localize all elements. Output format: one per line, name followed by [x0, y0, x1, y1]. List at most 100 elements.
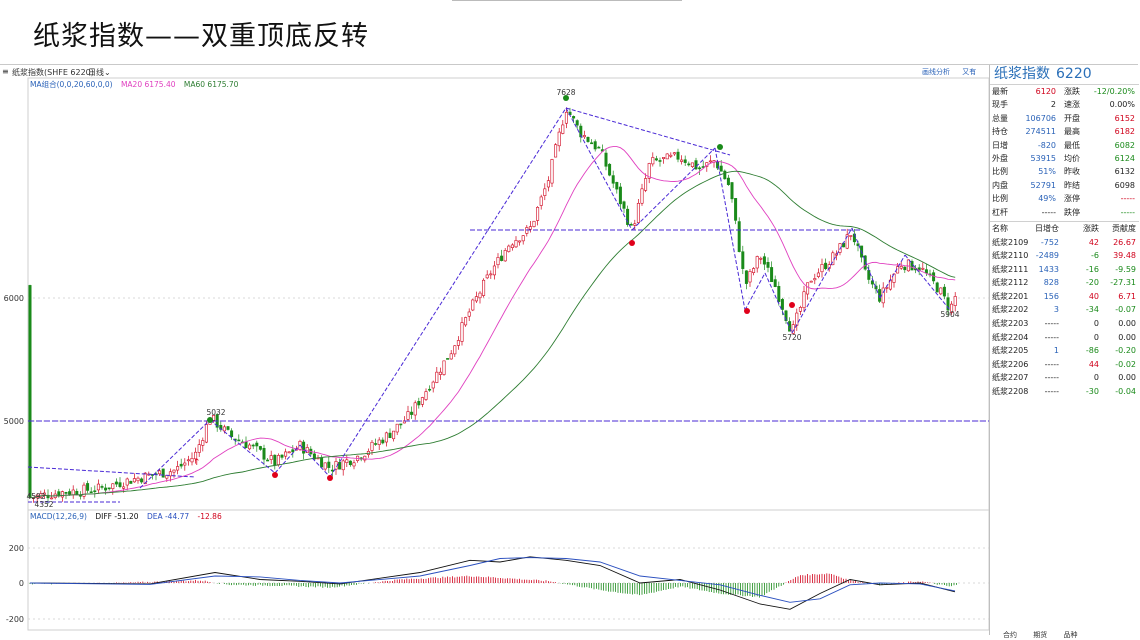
macd-value-legend: -12.86: [197, 512, 222, 521]
contract-price-change: -20: [1085, 278, 1099, 288]
contract-name: 纸浆2110: [992, 251, 1029, 261]
contract-price-change: 42: [1088, 237, 1099, 247]
candle-body: [521, 235, 525, 242]
contract-row[interactable]: 纸浆2111 1433 -16 -9.59: [990, 263, 1139, 277]
candle-body: [255, 442, 259, 447]
candle-body: [543, 188, 547, 196]
contract-name: 纸浆2111: [992, 264, 1029, 274]
candles-group: [28, 107, 957, 504]
candle-body: [424, 391, 428, 400]
candle-body: [363, 455, 367, 461]
candle-body: [489, 273, 493, 276]
quote-value: 6098: [1114, 180, 1135, 190]
extra-tool[interactable]: 又有: [962, 68, 977, 76]
contract-name: 纸浆2202: [992, 305, 1029, 315]
candle-body: [514, 240, 518, 248]
contract-row[interactable]: 纸浆2112 828 -20 -27.31: [990, 276, 1139, 290]
candle-body: [410, 411, 414, 415]
candle-body: [629, 223, 633, 226]
candle-body: [428, 388, 432, 391]
contract-price-change: 0: [1093, 319, 1099, 329]
candle-body: [471, 299, 475, 311]
candle-body: [744, 270, 748, 284]
candle-body: [874, 285, 878, 290]
candle-body: [172, 469, 176, 473]
contract-oi-change: -----: [1044, 319, 1059, 329]
contract-row[interactable]: 纸浆2207 ----- 0 0.00: [990, 371, 1139, 385]
quote-row: 外盘 53915 均价 6124: [990, 152, 1139, 165]
candle-body: [78, 494, 82, 497]
candle-body: [694, 160, 698, 170]
quote-value: 51%: [1038, 167, 1056, 177]
candle-body: [107, 487, 111, 490]
trendline: [27, 466, 196, 478]
quote-label: 比例: [992, 194, 1008, 204]
menu-icon[interactable]: ≡: [2, 67, 9, 76]
quote-label: 开盘: [1064, 113, 1080, 123]
candle-body: [460, 322, 464, 342]
contract-row[interactable]: 纸浆2206 ----- 44 -0.02: [990, 358, 1139, 372]
candle-body: [644, 178, 648, 191]
period-selector[interactable]: 日线⌄: [88, 67, 111, 78]
candle-body: [669, 154, 673, 157]
kline-chart[interactable]: 6000 5000 200 0 -200 ↑ 7628 5032 5720 5904 4352459…: [0, 65, 989, 635]
candle-body: [762, 256, 766, 265]
quote-label: 最新: [992, 87, 1008, 96]
low-marker-dot: [789, 302, 795, 308]
candle-body: [122, 486, 126, 489]
contract-name: 纸浆2207: [992, 373, 1029, 383]
contract-header: 名称 日增仓 涨跌 贡献度: [990, 222, 1139, 236]
candle-body: [377, 439, 381, 445]
candle-body: [248, 444, 252, 450]
low-marker-dot: [272, 472, 278, 478]
quote-label: 昨结: [1064, 180, 1080, 190]
candle-body: [420, 397, 424, 405]
quote-value: 6120: [1035, 87, 1056, 96]
candle-body: [305, 447, 309, 453]
price-axis-label: 6000: [4, 294, 24, 303]
candle-body: [953, 296, 957, 306]
quote-row: 日增 -820 最低 6082: [990, 139, 1139, 152]
contract-header-contrib: 贡献度: [1112, 223, 1136, 233]
quote-table: 最新 6120 涨跌 -12/0.20% 现手 2 速涨 0.00% 总量 106706 开盘 615…: [990, 85, 1139, 219]
contract-contribution: 0.00: [1118, 373, 1136, 383]
quote-label: 日增: [992, 140, 1008, 150]
candle-body: [593, 141, 597, 150]
candle-body: [737, 221, 741, 252]
candle-body: [885, 287, 889, 289]
candle-body: [104, 487, 108, 491]
contract-row[interactable]: 纸浆2203 ----- 0 0.00: [990, 317, 1139, 331]
tab-contract[interactable]: 合约: [1003, 631, 1017, 639]
candle-body: [708, 160, 712, 163]
candle-body: [755, 256, 759, 269]
quote-row: 持仓 274511 最高 6182: [990, 125, 1139, 138]
contract-oi-change: -2489: [1035, 251, 1059, 261]
candle-body: [194, 451, 198, 460]
bottom-tabs: 合约 期货 品种: [1003, 630, 1091, 640]
contract-row[interactable]: 纸浆2109 -752 42 26.67: [990, 236, 1139, 250]
tab-futures[interactable]: 期货: [1033, 631, 1048, 639]
candle-body: [453, 345, 457, 355]
trendline: [565, 107, 633, 231]
quote-value: -820: [1037, 140, 1056, 150]
trendline: [791, 227, 853, 334]
quote-value: 6182: [1114, 127, 1135, 137]
candle-body: [759, 257, 763, 260]
contract-contribution: 6.71: [1118, 291, 1136, 301]
draw-line-tool[interactable]: 画线分析: [922, 68, 950, 76]
candle-body: [561, 124, 565, 134]
contract-row[interactable]: 纸浆2202 3 -34 -0.07: [990, 303, 1139, 317]
candle-body: [582, 135, 586, 138]
contract-row[interactable]: 纸浆2110 -2489 -6 39.48: [990, 249, 1139, 263]
contract-row[interactable]: 纸浆2201 156 40 6.71: [990, 290, 1139, 304]
candle-body: [618, 186, 622, 205]
tab-variety[interactable]: 品种: [1063, 631, 1078, 639]
contract-row[interactable]: 纸浆2208 ----- -30 -0.04: [990, 385, 1139, 399]
quote-value: -----: [1041, 207, 1056, 217]
quote-value: 6132: [1114, 167, 1135, 177]
contract-row[interactable]: 纸浆2205 1 -86 -0.20: [990, 344, 1139, 358]
quote-value: 0.00%: [1109, 100, 1135, 110]
trendline: [299, 444, 331, 478]
trendline: [879, 254, 906, 299]
contract-row[interactable]: 纸浆2204 ----- 0 0.00: [990, 331, 1139, 345]
